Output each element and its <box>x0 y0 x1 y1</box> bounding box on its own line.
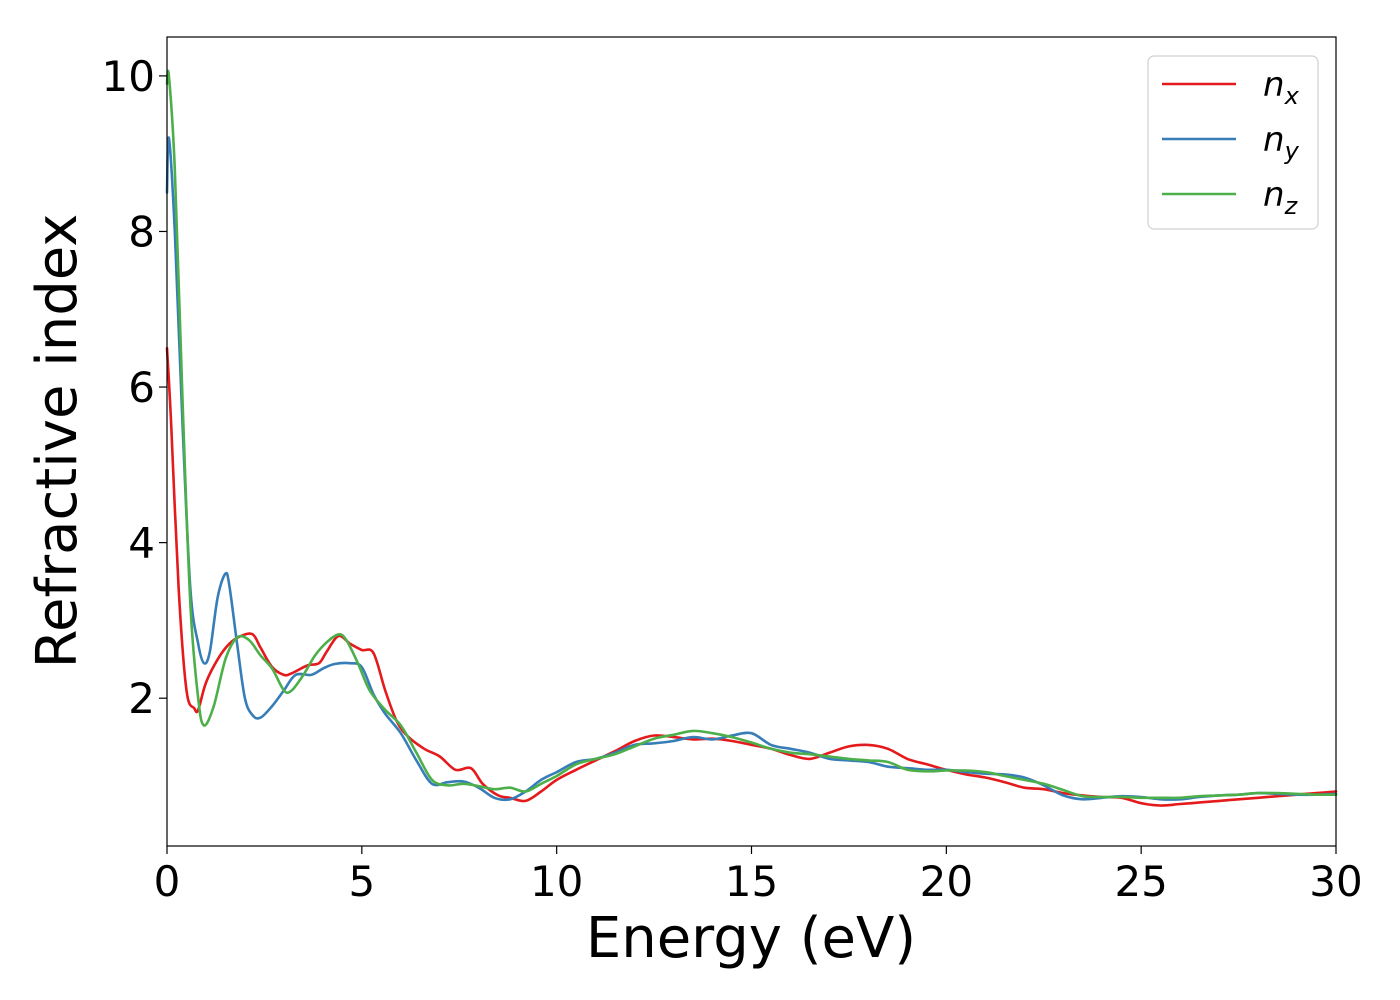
x-tick-label: 30 <box>1309 857 1362 906</box>
series-layer <box>165 69 1338 807</box>
legend-box <box>1147 55 1319 230</box>
series-line-nz <box>165 69 1338 800</box>
y-tick-label: 8 <box>128 207 155 256</box>
x-tick-label: 10 <box>530 857 583 906</box>
legend-label-ny: ny <box>1263 120 1300 165</box>
y-tick-label: 6 <box>128 363 155 412</box>
x-tick-label: 20 <box>920 857 973 906</box>
plot-background <box>167 37 1336 846</box>
x-tick-label: 0 <box>154 857 181 906</box>
legend-label-nz: nz <box>1263 175 1299 220</box>
x-axis: 0 5 10 15 20 25 30 <box>154 846 1363 906</box>
y-axis: 2 4 6 8 10 <box>102 52 167 723</box>
y-tick-label: 4 <box>128 519 155 568</box>
x-axis-label: Energy (eV) <box>586 906 916 971</box>
y-tick-label: 2 <box>128 674 155 723</box>
legend: nx ny nz <box>1147 55 1319 230</box>
x-tick-label: 25 <box>1114 857 1167 906</box>
legend-label-nx: nx <box>1263 65 1300 110</box>
y-tick-label: 10 <box>102 52 155 101</box>
x-tick-label: 15 <box>725 857 778 906</box>
y-axis-label: Refractive index <box>25 214 90 669</box>
legend-items: nx ny nz <box>1162 65 1300 220</box>
x-tick-label: 5 <box>348 857 375 906</box>
